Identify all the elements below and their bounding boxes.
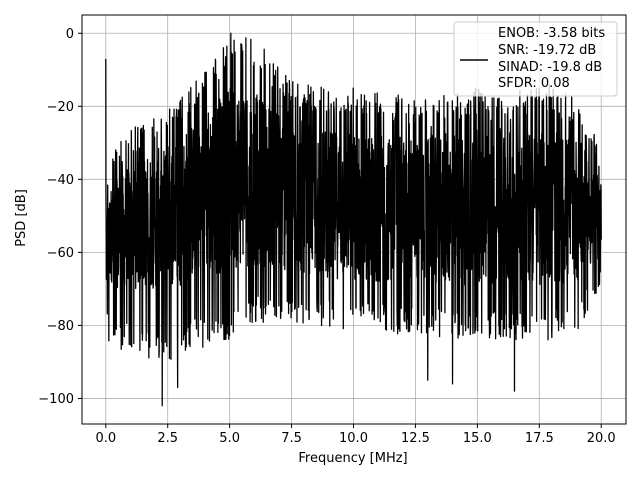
y-tick-label: −60	[47, 246, 74, 261]
legend-entry-snr: SNR: -19.72 dB	[498, 43, 596, 58]
psd-series-line	[105, 32, 602, 407]
x-tick-label: 10.0	[339, 431, 368, 446]
y-tick-label: 0	[66, 27, 74, 42]
x-tick-label: 12.5	[401, 431, 430, 446]
legend-entry-sfdr: SFDR: 0.08	[498, 76, 570, 91]
y-tick-label: −100	[38, 392, 74, 407]
x-tick-label: 2.5	[157, 431, 178, 446]
y-axis-label: PSD [dB]	[14, 189, 29, 247]
legend-entry-sinad: SINAD: -19.8 dB	[498, 60, 602, 75]
x-tick-label: 5.0	[219, 431, 240, 446]
x-tick-label: 7.5	[281, 431, 302, 446]
y-tick-label: −80	[47, 319, 74, 334]
plot-area	[105, 32, 602, 407]
y-tick-label: −40	[47, 173, 74, 188]
y-tick-label: −20	[47, 100, 74, 115]
x-tick-label: 17.5	[525, 431, 554, 446]
x-tick-label: 0.0	[95, 431, 116, 446]
x-tick-label: 15.0	[463, 431, 492, 446]
x-axis-label: Frequency [MHz]	[298, 451, 407, 466]
x-axis-ticks: 0.0 2.5 5.0 7.5 10.0 12.5 15.0 17.5 20.0	[95, 424, 616, 446]
y-axis-ticks: 0 −20 −40 −60 −80 −100	[38, 27, 82, 407]
legend: ENOB: -3.58 bits SNR: -19.72 dB SINAD: -…	[453, 21, 618, 97]
x-tick-label: 20.0	[587, 431, 616, 446]
legend-entry-enob: ENOB: -3.58 bits	[498, 26, 605, 41]
legend-box	[453, 21, 618, 97]
